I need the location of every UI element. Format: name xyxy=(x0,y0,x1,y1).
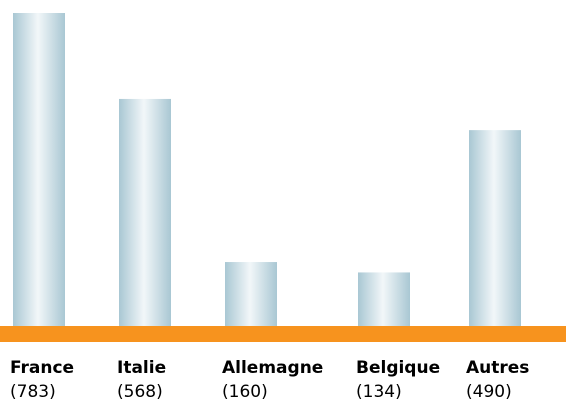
category-label-france: France xyxy=(10,358,74,378)
category-label-allemagne: Allemagne xyxy=(222,358,323,378)
bar-france xyxy=(13,13,65,326)
value-label-italie: (568) xyxy=(117,382,163,402)
category-labels-group: France (783) Italie (568) Allemagne (160) Belg… xyxy=(10,358,529,402)
category-label-autres: Autres xyxy=(466,358,529,378)
value-label-allemagne: (160) xyxy=(222,382,268,402)
category-label-italie: Italie xyxy=(117,358,166,378)
bar-autres xyxy=(469,130,521,326)
value-label-france: (783) xyxy=(10,382,56,402)
bar-belgique xyxy=(358,272,410,326)
category-label-belgique: Belgique xyxy=(356,358,440,378)
bars-group xyxy=(13,13,521,326)
value-label-autres: (490) xyxy=(466,382,512,402)
value-label-belgique: (134) xyxy=(356,382,402,402)
bar-allemagne xyxy=(225,262,277,326)
bar-italie xyxy=(119,98,171,326)
x-axis-baseline xyxy=(0,326,566,342)
